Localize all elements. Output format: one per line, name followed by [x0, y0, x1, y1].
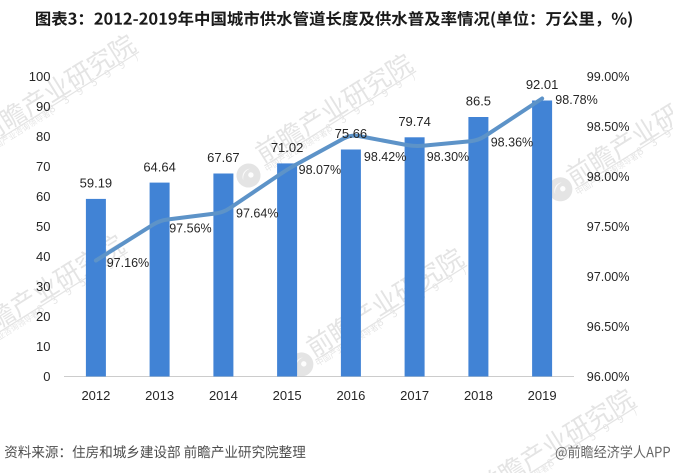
svg-text:2014: 2014 — [209, 388, 238, 403]
svg-text:80: 80 — [36, 129, 50, 144]
svg-text:40: 40 — [36, 249, 50, 264]
svg-text:64.64: 64.64 — [143, 159, 176, 174]
svg-text:70: 70 — [36, 159, 50, 174]
svg-text:98.00%: 98.00% — [587, 169, 630, 184]
svg-text:98.78%: 98.78% — [555, 92, 598, 107]
svg-text:0: 0 — [43, 369, 50, 384]
svg-text:2016: 2016 — [336, 388, 365, 403]
svg-text:98.30%: 98.30% — [427, 149, 470, 164]
svg-text:97.00%: 97.00% — [587, 269, 630, 284]
svg-text:60: 60 — [36, 189, 50, 204]
svg-text:96.50%: 96.50% — [587, 319, 630, 334]
svg-text:2015: 2015 — [273, 388, 302, 403]
svg-text:97.56%: 97.56% — [169, 221, 212, 236]
svg-text:30: 30 — [36, 279, 50, 294]
svg-text:2018: 2018 — [464, 388, 493, 403]
svg-text:2019: 2019 — [528, 388, 557, 403]
svg-text:97.64%: 97.64% — [236, 206, 279, 221]
svg-text:2013: 2013 — [145, 388, 174, 403]
svg-text:98.07%: 98.07% — [299, 162, 342, 177]
svg-text:100: 100 — [29, 69, 51, 84]
svg-text:98.36%: 98.36% — [491, 135, 534, 150]
svg-text:97.16%: 97.16% — [107, 255, 150, 270]
svg-text:97.50%: 97.50% — [587, 219, 630, 234]
svg-text:92.01: 92.01 — [526, 77, 559, 92]
svg-text:98.42%: 98.42% — [364, 149, 407, 164]
svg-text:20: 20 — [36, 309, 50, 324]
svg-text:96.00%: 96.00% — [587, 369, 630, 384]
svg-text:67.67: 67.67 — [207, 150, 240, 165]
svg-text:79.74: 79.74 — [398, 114, 431, 129]
svg-text:59.19: 59.19 — [80, 176, 113, 191]
svg-text:98.50%: 98.50% — [587, 119, 630, 134]
svg-text:99.00%: 99.00% — [587, 69, 630, 84]
svg-text:75.66: 75.66 — [335, 126, 368, 141]
svg-text:86.5: 86.5 — [466, 94, 491, 109]
svg-text:10: 10 — [36, 339, 50, 354]
svg-text:50: 50 — [36, 219, 50, 234]
svg-text:2017: 2017 — [400, 388, 429, 403]
svg-text:71.02: 71.02 — [271, 140, 304, 155]
svg-text:90: 90 — [36, 99, 50, 114]
svg-text:2012: 2012 — [81, 388, 110, 403]
